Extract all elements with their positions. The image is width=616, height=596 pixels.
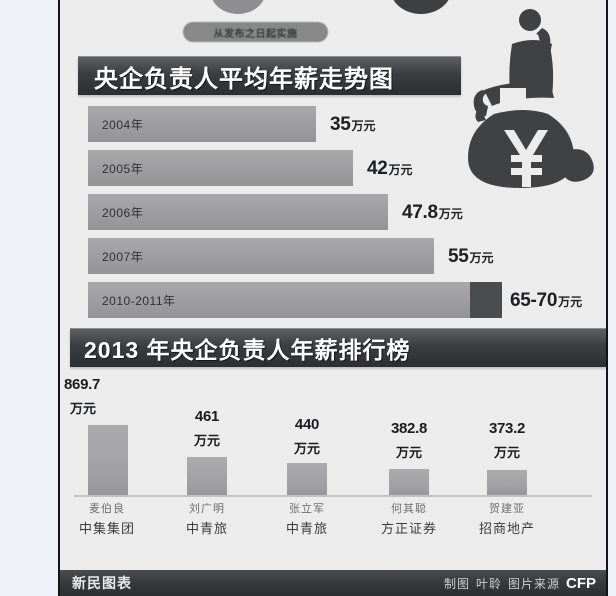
decorative-circle-dark	[390, 0, 452, 14]
trend-bar-value-number: 65-70	[510, 290, 558, 311]
trend-bar-value-unit: 万元	[438, 207, 463, 221]
trend-bar-highlight-segment	[470, 282, 502, 318]
credit-label: 制图	[443, 576, 470, 591]
chart-baseline	[74, 495, 592, 497]
trend-bar-year-label: 2005年	[102, 162, 144, 176]
rank-bar-value: 440	[294, 416, 320, 433]
poster-canvas: 从发布之日起实施	[60, 0, 606, 596]
trend-bar-year-label: 2007年	[102, 250, 144, 264]
rank-org-name: 招商地产	[478, 521, 535, 536]
rank-person-name: 何其聪	[391, 503, 427, 515]
salary-ranking-chart: 869.7 万元 麦伯良 中集集团 461 万元 刘广明 中青旅 440 万元 …	[60, 370, 606, 550]
trend-bar-value-number: 47.8	[402, 202, 438, 223]
rank-bar	[287, 463, 327, 495]
rank-org-name: 方正证券	[380, 521, 437, 536]
rank-org-name: 中集集团	[78, 521, 135, 536]
credit-name: 叶聆	[475, 576, 502, 591]
trend-bar	[88, 282, 470, 318]
table-row: 2007年 55万元	[60, 238, 606, 274]
rank-bar-unit: 万元	[193, 433, 220, 448]
top-badge: 从发布之日起实施	[183, 22, 328, 42]
trend-bar-value-unit: 万元	[388, 163, 413, 177]
trend-bar-value-number: 35	[330, 114, 351, 135]
rank-person-name: 张立军	[289, 503, 325, 515]
trend-bar-value: 65-70万元	[510, 290, 582, 312]
table-row: 2010-2011年 65-70万元	[60, 282, 606, 318]
average-salary-trend-chart: 2004年 35万元 2005年 42万元 2006年 47.8万元	[60, 100, 606, 322]
rank-bar	[389, 469, 429, 495]
trend-bar	[88, 238, 434, 274]
rank-bar-unit: 万元	[493, 445, 520, 460]
decorative-circle-light	[210, 0, 266, 14]
rank-bar-unit: 万元	[395, 445, 422, 460]
source-name: CFP	[566, 574, 596, 592]
frame-right-rule	[606, 0, 608, 596]
trend-bar-value-unit: 万元	[351, 119, 376, 133]
publisher-label: 新民图表	[72, 575, 132, 591]
rank-section-title: 2013 年央企负责人年薪排行榜	[84, 337, 411, 363]
rank-person-name: 麦伯良	[89, 503, 125, 515]
trend-bar-value: 47.8万元	[402, 202, 463, 224]
rank-bar-unit: 万元	[70, 401, 97, 416]
source-label: 图片来源	[507, 576, 560, 591]
table-row: 2004年 35万元	[60, 106, 606, 142]
rank-bar-value: 461	[194, 408, 220, 425]
trend-bar-year-label: 2010-2011年	[102, 294, 176, 308]
rank-org-name: 中青旅	[185, 521, 228, 536]
footer-bar: 新民图表 制图 叶聆 图片来源 CFP	[60, 570, 606, 596]
credits: 制图 叶聆 图片来源 CFP	[444, 575, 596, 592]
trend-bar-year-label: 2004年	[102, 118, 144, 132]
page-right-gutter	[608, 0, 616, 596]
rank-bar	[187, 457, 227, 495]
rank-bar	[487, 470, 527, 495]
trend-bar-value-unit: 万元	[469, 251, 494, 265]
trend-bar-value-unit: 万元	[558, 295, 583, 309]
trend-bar	[88, 194, 388, 230]
trend-bar-value: 42万元	[367, 158, 413, 180]
trend-section-title: 央企负责人平均年薪走势图	[94, 65, 394, 93]
trend-bar	[88, 106, 316, 142]
rank-bar-value: 869.7	[64, 376, 101, 393]
rank-section-title-bar: 2013 年央企负责人年薪排行榜	[70, 328, 606, 367]
table-row: 2006年 47.8万元	[60, 194, 606, 230]
top-illustration-band: 从发布之日起实施	[60, 0, 606, 52]
trend-bar	[88, 150, 353, 186]
trend-bar-value: 55万元	[448, 246, 494, 268]
trend-bar-year-label: 2006年	[102, 206, 144, 220]
page-left-gutter	[0, 0, 58, 596]
trend-bar-value-number: 42	[367, 158, 388, 179]
trend-bar-value: 35万元	[330, 114, 376, 136]
rank-bar-value: 382.8	[390, 420, 428, 437]
money-bag-illustration	[438, 2, 606, 202]
rank-org-name: 中青旅	[285, 521, 328, 536]
table-row: 2005年 42万元	[60, 150, 606, 186]
trend-bar-value-number: 55	[448, 246, 469, 267]
rank-bar-unit: 万元	[293, 441, 320, 456]
rank-person-name: 贺建亚	[489, 503, 525, 515]
rank-bar-value: 373.2	[488, 420, 526, 437]
rank-bar	[88, 425, 128, 495]
frame-left-rule	[58, 0, 60, 596]
rank-person-name: 刘广明	[189, 503, 225, 515]
trend-section-title-bar: 央企负责人平均年薪走势图	[78, 56, 461, 95]
